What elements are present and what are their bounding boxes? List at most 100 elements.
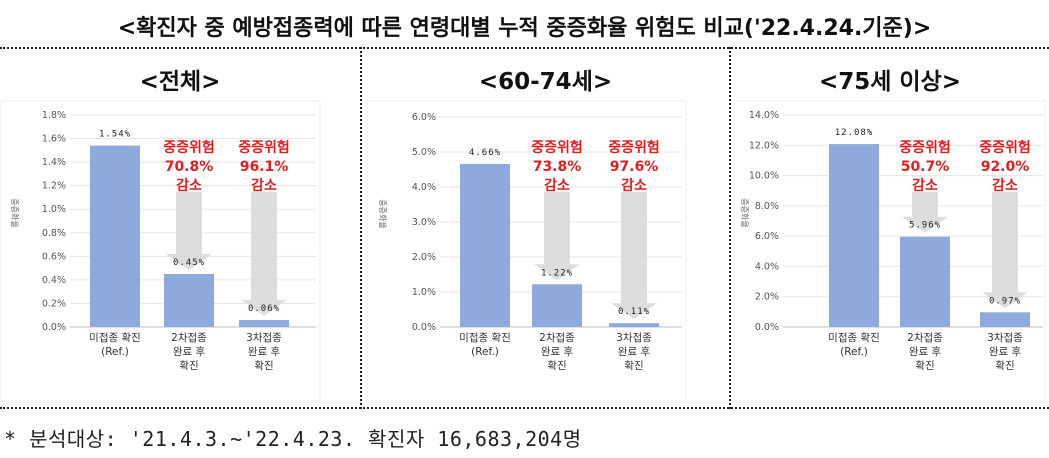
chart-total: 0.0% 0.2% 0.4% 0.6% 0.8% 1.0% 1.2% 1.4% 1.6% 1.8%…: [0, 100, 322, 403]
y-axis-label: 중증화율: [740, 198, 749, 227]
x-category-label: 확진: [915, 359, 934, 372]
y-tick-label: 0.0%: [42, 322, 66, 333]
footnote: * 분석대상: '21.4.3.~'22.4.23. 확진자 16,683,20…: [4, 427, 582, 451]
y-tick-label: 1.4%: [42, 157, 66, 168]
x-category-label: 2차접종: [907, 332, 943, 344]
x-category-label: 완료 후: [909, 345, 942, 358]
bar-value-label: 4.66%: [469, 148, 501, 158]
y-tick-label: 0.4%: [42, 275, 66, 286]
panel-title-75-plus: <75세 이상>: [818, 69, 962, 95]
y-tick-label: 4.0%: [755, 261, 779, 272]
y-tick-label: 0.6%: [42, 251, 66, 262]
x-category-label: 확진: [624, 359, 643, 372]
bar: [829, 144, 879, 327]
y-tick-label: 2.0%: [412, 252, 436, 263]
y-tick-label: 1.0%: [412, 287, 436, 298]
reduction-annotation: 92.0%: [981, 159, 1030, 175]
page-title: <확진자 중 예방접종력에 따른 연령대별 누적 중증화율 위험도 비교('22…: [117, 16, 932, 41]
panel-title-total: <전체>: [139, 69, 221, 95]
x-category-label: 3차접종: [616, 332, 652, 344]
x-category-label: 확진: [995, 359, 1014, 372]
reduction-annotation: 감소: [251, 177, 277, 194]
y-tick-label: 4.0%: [412, 182, 436, 193]
bar-value-label: 0.11%: [618, 307, 650, 317]
y-tick-label: 0.8%: [42, 228, 66, 239]
x-category-label: 확진: [254, 359, 273, 372]
x-category-label: 확진: [179, 359, 198, 372]
x-category-label: 완료 후: [541, 345, 574, 358]
x-category-label: 3차접종: [987, 332, 1023, 344]
y-tick-label: 1.6%: [42, 134, 66, 145]
reduction-arrow: [982, 192, 1028, 309]
reduction-annotation: 97.6%: [610, 159, 659, 175]
y-tick-label: 8.0%: [755, 201, 779, 212]
bar-value-label: 12.08%: [835, 128, 874, 138]
reduction-annotation: 50.7%: [901, 159, 950, 175]
bar: [900, 236, 950, 327]
x-category-label: (Ref.): [101, 346, 129, 358]
y-axis-label: 중증화율: [378, 199, 387, 228]
divider-right: [729, 47, 731, 409]
reduction-annotation: 중증위험: [238, 139, 290, 156]
reduction-annotation: 중증위험: [531, 139, 583, 156]
y-tick-label: 1.8%: [42, 110, 66, 121]
x-category-label: 확진: [547, 359, 566, 372]
reduction-annotation: 중증위험: [979, 139, 1031, 156]
y-tick-label: 5.0%: [412, 147, 436, 158]
y-tick-label: 6.0%: [755, 231, 779, 242]
reduction-arrow: [166, 192, 212, 270]
chart-75-plus: 0.0% 2.0% 4.0% 6.0% 8.0% 10.0% 12.0% 14.0% 중증화율 1…: [733, 100, 1047, 403]
y-tick-label: 1.2%: [42, 181, 66, 192]
reduction-annotation: 감소: [912, 177, 938, 194]
x-category-label: 완료 후: [989, 345, 1022, 358]
bar-value-label: 0.97%: [989, 296, 1021, 306]
reduction-arrow: [611, 192, 657, 320]
reduction-annotation: 70.8%: [165, 159, 214, 175]
y-tick-label: 1.0%: [42, 204, 66, 215]
y-tick-label: 14.0%: [749, 110, 779, 121]
x-category-label: (Ref.): [840, 346, 868, 358]
x-category-label: 완료 후: [618, 345, 651, 358]
chart-75-plus-svg: 0.0% 2.0% 4.0% 6.0% 8.0% 10.0% 12.0% 14.0% 중증화율 1…: [733, 100, 1046, 402]
chart-total-svg: 0.0% 0.2% 0.4% 0.6% 0.8% 1.0% 1.2% 1.4% 1.6% 1.8%…: [0, 100, 321, 402]
bar-value-label: 0.45%: [173, 258, 205, 268]
chart-60-74-svg: 0.0% 1.0% 2.0% 3.0% 4.0% 5.0% 6.0% 중증화율 4.66% 1.2…: [366, 100, 687, 402]
bar-value-label: 0.06%: [248, 304, 280, 314]
bar-value-label: 1.22%: [541, 268, 573, 278]
bar: [90, 145, 140, 327]
bar: [532, 284, 582, 327]
x-category-label: 미접종 확진: [828, 331, 880, 344]
y-tick-label: 0.0%: [755, 322, 779, 333]
bar: [609, 323, 659, 327]
y-tick-label: 0.0%: [412, 322, 436, 333]
y-tick-label: 0.2%: [42, 298, 66, 309]
y-axis-label: 중증화율: [10, 198, 19, 227]
y-tick-label: 10.0%: [749, 171, 779, 182]
reduction-arrow: [902, 192, 948, 233]
divider-left: [360, 47, 362, 409]
x-category-label: 미접종 확진: [89, 331, 141, 344]
x-category-label: 3차접종: [246, 332, 282, 344]
x-category-label: 완료 후: [173, 345, 206, 358]
bottom-divider: [0, 407, 1049, 409]
y-tick-label: 12.0%: [749, 140, 779, 151]
reduction-annotation: 중증위험: [899, 139, 951, 156]
bar: [980, 312, 1030, 327]
reduction-annotation: 96.1%: [240, 159, 289, 175]
reduction-annotation: 감소: [621, 177, 647, 194]
x-category-label: 2차접종: [539, 332, 575, 344]
x-category-label: 미접종 확진: [459, 331, 511, 344]
reduction-arrow: [241, 192, 287, 316]
reduction-annotation: 중증위험: [608, 139, 660, 156]
reduction-annotation: 감소: [544, 177, 570, 194]
panel-title-60-74: <60-74세>: [478, 69, 613, 95]
x-category-label: 완료 후: [248, 345, 281, 358]
x-category-label: 2차접종: [171, 332, 207, 344]
x-category-label: (Ref.): [471, 346, 499, 358]
y-tick-label: 3.0%: [412, 217, 436, 228]
bar: [460, 163, 510, 327]
bar: [164, 274, 214, 327]
bar-value-label: 1.54%: [99, 130, 131, 140]
chart-60-74: 0.0% 1.0% 2.0% 3.0% 4.0% 5.0% 6.0% 중증화율 4.66% 1.2…: [366, 100, 688, 403]
reduction-annotation: 73.8%: [533, 159, 582, 175]
